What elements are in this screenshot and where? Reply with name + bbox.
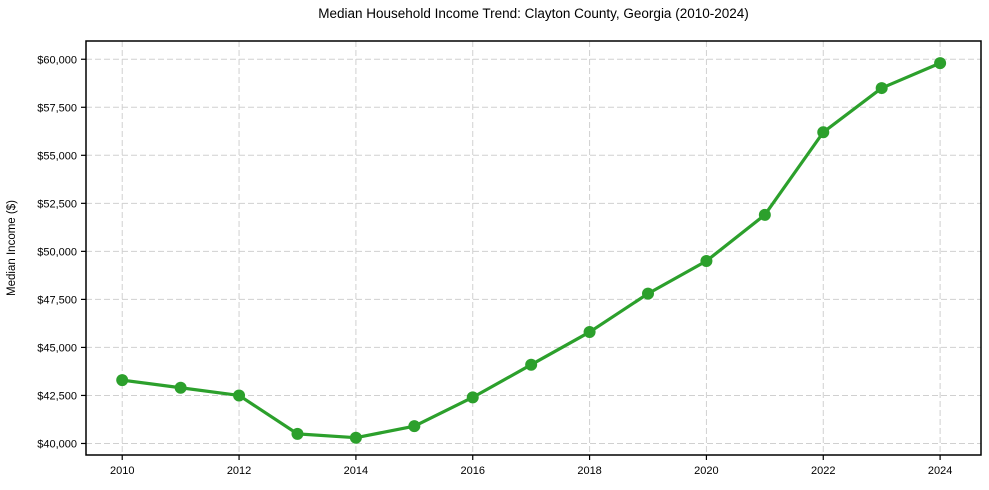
x-tick-label-2010: 2010 — [110, 465, 134, 477]
y-axis-label: Median Income ($) — [6, 200, 18, 296]
y-tick-label-55000: $55,000 — [37, 150, 77, 162]
income-trend-line — [120, 61, 942, 440]
x-tick-label-2012: 2012 — [227, 465, 251, 477]
y-tick-label-47500: $47,500 — [37, 294, 77, 306]
y-tick-label-52500: $52,500 — [37, 198, 77, 210]
data-point-2014 — [349, 431, 362, 444]
x-tick-label-2018: 2018 — [577, 465, 601, 477]
data-point-2013 — [291, 427, 304, 440]
plot-border — [85, 40, 982, 456]
data-point-2015 — [408, 420, 421, 433]
chart-title: Median Household Income Trend: Clayton C… — [318, 6, 749, 21]
y-tick-label-57500: $57,500 — [37, 102, 77, 114]
y-tick-label-60000: $60,000 — [37, 54, 77, 66]
data-point-2017 — [525, 358, 538, 371]
data-point-2024 — [934, 57, 947, 70]
data-point-2012 — [233, 389, 246, 402]
x-tick-label-2024: 2024 — [928, 465, 952, 477]
data-point-2021 — [758, 208, 771, 221]
data-point-2019 — [642, 287, 655, 300]
data-point-2020 — [700, 254, 713, 267]
data-point-2011 — [174, 381, 187, 394]
x-tick-label-2014: 2014 — [344, 465, 368, 477]
x-tick-label-2020: 2020 — [694, 465, 718, 477]
x-tick-label-2022: 2022 — [811, 465, 835, 477]
y-tick-label-42500: $42,500 — [37, 390, 77, 402]
plot-area: $40,000 $42,500 $45,000 $47,500 $50,000 $52,5… — [37, 40, 982, 477]
y-tick-label-45000: $45,000 — [37, 342, 77, 354]
data-point-2016 — [466, 391, 479, 404]
x-tick-label-2016: 2016 — [461, 465, 485, 477]
data-point-2023 — [875, 82, 888, 95]
data-point-2010 — [116, 374, 129, 387]
data-point-2018 — [583, 326, 596, 339]
y-tick-label-40000: $40,000 — [37, 438, 77, 450]
y-tick-label-50000: $50,000 — [37, 246, 77, 258]
data-point-2022 — [817, 126, 830, 139]
